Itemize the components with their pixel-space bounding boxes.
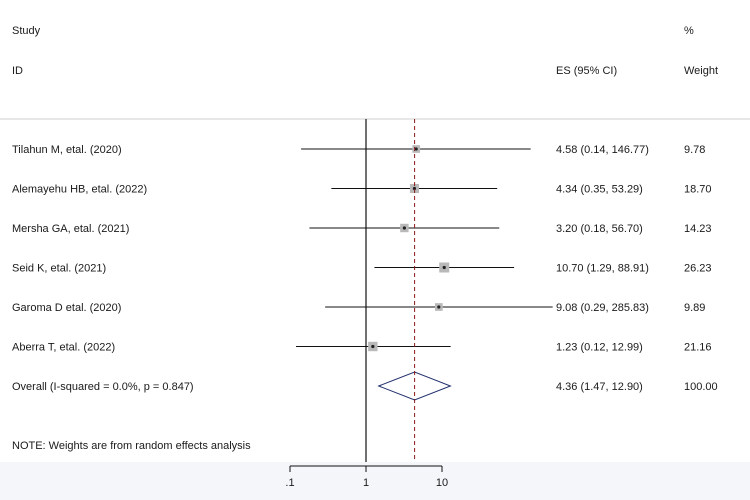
study-label: Tilahun M, etal. (2020) — [12, 144, 122, 156]
x-tick-label: 1 — [363, 477, 369, 489]
weight-value: 9.89 — [684, 302, 705, 314]
header-weight: Weight — [684, 65, 718, 77]
es-value: 1.23 (0.12, 12.99) — [556, 342, 643, 354]
header-study: Study — [12, 25, 41, 37]
x-tick-label: .1 — [285, 477, 294, 489]
study-row: Aberra T, etal. (2022) 1.23 (0.12, 12.99)… — [12, 342, 712, 354]
weight-value: 9.78 — [684, 144, 705, 156]
plot-panel — [0, 0, 750, 462]
weight-value: 21.16 — [684, 342, 712, 354]
point-estimate — [414, 147, 418, 151]
study-row: Mersha GA, etal. (2021) 3.20 (0.18, 56.70… — [12, 223, 712, 235]
point-estimate — [402, 226, 406, 230]
header-percent: % — [684, 25, 694, 37]
study-label: Alemayehu HB, etal. (2022) — [12, 184, 147, 196]
es-value: 9.08 (0.29, 285.83) — [556, 302, 649, 314]
weight-value: 14.23 — [684, 223, 712, 235]
point-estimate — [412, 186, 417, 191]
es-value: 4.58 (0.14, 146.77) — [556, 144, 649, 156]
x-tick-label: 10 — [436, 477, 448, 489]
study-row: Alemayehu HB, etal. (2022) 4.34 (0.35, 53… — [12, 184, 712, 196]
es-value: 3.20 (0.18, 56.70) — [556, 223, 643, 235]
study-row: Garoma D etal. (2020) 9.08 (0.29, 285.83)… — [12, 302, 705, 314]
note-text: NOTE: Weights are from random effects an… — [12, 440, 251, 452]
study-label: Mersha GA, etal. (2021) — [12, 223, 129, 235]
study-label: Garoma D etal. (2020) — [12, 302, 121, 314]
study-rows: Tilahun M, etal. (2020) 4.58 (0.14, 146.7… — [12, 144, 718, 401]
point-estimate — [371, 344, 375, 349]
study-row: Tilahun M, etal. (2020) 4.58 (0.14, 146.7… — [12, 144, 705, 156]
header-id: ID — [12, 65, 23, 77]
es-value: 10.70 (1.29, 88.91) — [556, 263, 649, 275]
overall-es-value: 4.36 (1.47, 12.90) — [556, 381, 643, 393]
point-estimate — [437, 305, 441, 309]
bottom-strip — [0, 462, 750, 500]
study-row: Seid K, etal. (2021) 10.70 (1.29, 88.91) 2… — [12, 262, 712, 275]
header-es: ES (95% CI) — [556, 65, 617, 77]
study-label: Seid K, etal. (2021) — [12, 263, 106, 275]
overall-label: Overall (I-squared = 0.0%, p = 0.847) — [12, 381, 194, 393]
weight-value: 26.23 — [684, 263, 712, 275]
point-estimate — [442, 265, 446, 270]
es-value: 4.34 (0.35, 53.29) — [556, 184, 643, 196]
weight-value: 18.70 — [684, 184, 712, 196]
overall-row: Overall (I-squared = 0.0%, p = 0.847) 4.3… — [12, 371, 718, 401]
study-label: Aberra T, etal. (2022) — [12, 342, 115, 354]
overall-weight-value: 100.00 — [684, 381, 718, 393]
